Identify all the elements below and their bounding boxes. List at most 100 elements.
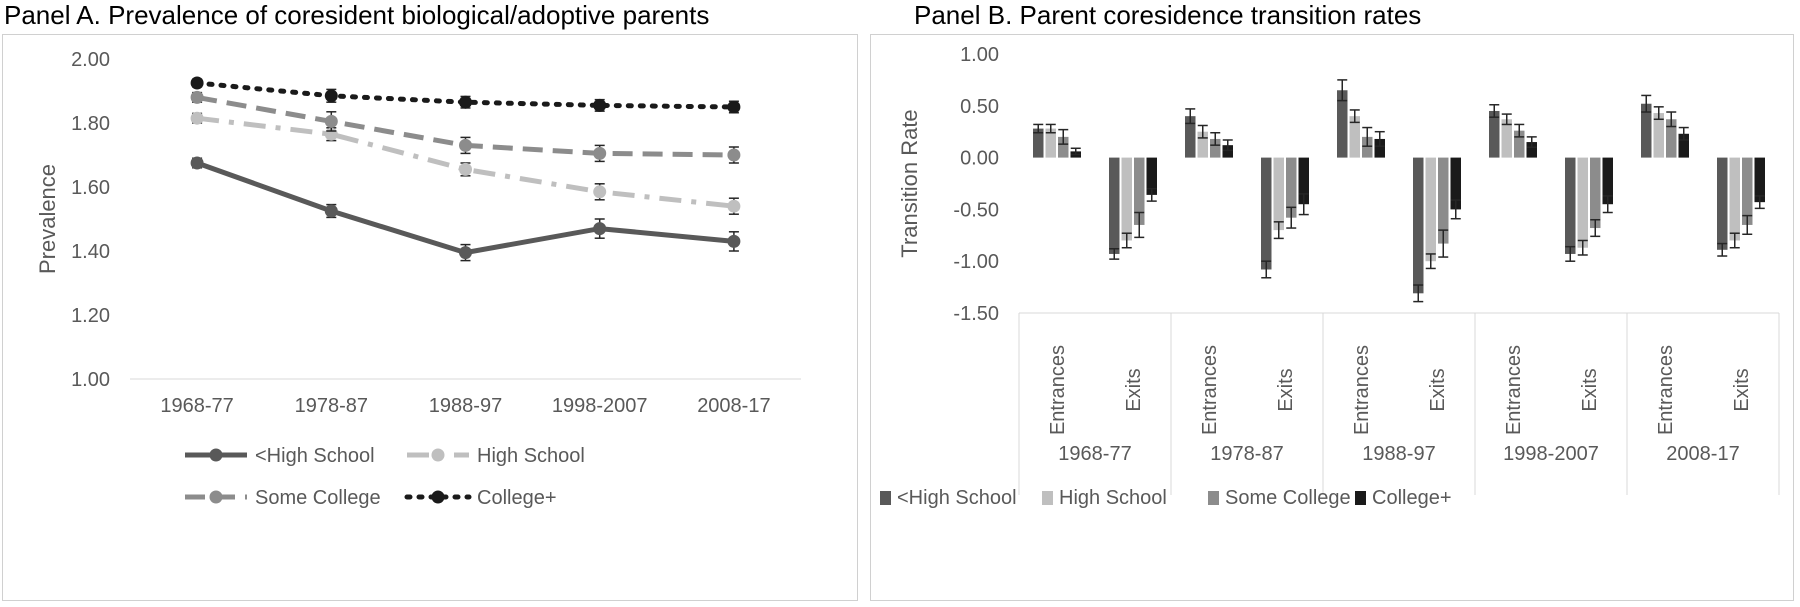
subcategory-label: Exits xyxy=(1427,368,1449,411)
bar xyxy=(1565,157,1576,254)
data-point xyxy=(593,222,607,236)
legend-swatch xyxy=(1042,491,1053,505)
bar xyxy=(1678,133,1689,158)
y-tick-label: 2.00 xyxy=(71,49,110,71)
legend-swatch-marker xyxy=(209,490,223,504)
bar xyxy=(1185,116,1196,158)
y-tick-label: -1.00 xyxy=(953,251,999,273)
data-point xyxy=(459,138,472,152)
data-point xyxy=(727,148,741,162)
legend-swatch-marker xyxy=(209,448,223,462)
data-point xyxy=(190,76,204,90)
legend-swatch xyxy=(1355,491,1366,505)
data-point xyxy=(593,146,607,160)
data-point xyxy=(324,89,338,103)
bar xyxy=(1109,157,1120,254)
y-tick-label: -1.50 xyxy=(953,303,999,325)
data-point xyxy=(593,98,607,112)
subcategory-label: Exits xyxy=(1579,368,1601,411)
legend-label: <High School xyxy=(897,487,1017,509)
subcategory-label: Entrances xyxy=(1047,345,1069,435)
bar xyxy=(1286,157,1297,218)
bar xyxy=(1146,157,1157,195)
bar xyxy=(1362,136,1373,158)
data-point xyxy=(459,246,472,260)
data-point xyxy=(190,156,204,170)
bar xyxy=(1641,103,1652,158)
period-label: 1968-77 xyxy=(1058,443,1131,465)
legend-swatch-marker xyxy=(431,490,445,504)
bar xyxy=(1222,145,1233,158)
y-tick-label: 0.00 xyxy=(960,148,999,170)
panel-a-line-chart: 1.00 1.20 1.40 1.60 1.80 2.00 Prevalence 1968-7… xyxy=(35,49,801,509)
bar xyxy=(1261,157,1272,270)
bar xyxy=(1413,157,1424,294)
panel-b-bar-chart: -1.50 -1.00 -0.50 0.00 0.50 1.00 Transition Ra… xyxy=(880,44,1780,509)
subcategory-label: Exits xyxy=(1275,368,1297,411)
data-point xyxy=(593,185,607,199)
data-point xyxy=(727,234,741,248)
subcategory-label: Entrances xyxy=(1503,345,1525,435)
legend-label: College+ xyxy=(1372,487,1452,509)
y-tick-label: 1.80 xyxy=(71,113,110,135)
x-tick-label: 1988-97 xyxy=(429,395,502,417)
bar xyxy=(1501,119,1512,158)
period-label: 1998-2007 xyxy=(1503,443,1599,465)
x-tick-label: 1978-87 xyxy=(295,395,368,417)
y-tick-label: -0.50 xyxy=(953,199,999,221)
bar xyxy=(1577,157,1588,248)
bar xyxy=(1526,142,1537,158)
y-tick-label: 1.40 xyxy=(71,241,110,263)
legend-label: Some College xyxy=(255,487,381,509)
panel-b-chart-frame: -1.50 -1.00 -0.50 0.00 0.50 1.00 Transition Ra… xyxy=(870,34,1794,601)
bar xyxy=(1210,138,1221,158)
legend-label: <High School xyxy=(255,445,375,467)
bar xyxy=(1754,157,1765,203)
bar xyxy=(1045,128,1056,158)
bar xyxy=(1298,157,1309,205)
bar xyxy=(1425,157,1436,262)
bar xyxy=(1374,138,1385,158)
x-tick-label: 2008-17 xyxy=(697,395,770,417)
y-tick-label: 1.20 xyxy=(71,305,110,327)
panel-a-chart-frame: 1.00 1.20 1.40 1.60 1.80 2.00 Prevalence 1968-7… xyxy=(2,34,858,601)
data-point xyxy=(190,90,204,104)
x-tick-label: 1998-2007 xyxy=(552,395,648,417)
bar xyxy=(1033,128,1044,158)
bar xyxy=(1602,157,1613,205)
bar xyxy=(1653,113,1664,158)
period-label: 1988-97 xyxy=(1362,443,1435,465)
data-point xyxy=(190,111,204,125)
bar xyxy=(1197,131,1208,158)
legend-label: High School xyxy=(1059,487,1167,509)
bar xyxy=(1058,136,1069,158)
legend-swatch xyxy=(880,491,891,505)
bar xyxy=(1121,157,1132,241)
bar xyxy=(1134,157,1145,225)
bar xyxy=(1666,119,1677,158)
data-point xyxy=(324,204,338,218)
bar xyxy=(1438,157,1449,244)
subcategory-label: Entrances xyxy=(1199,345,1221,435)
x-tick-label: 1968-77 xyxy=(160,395,233,417)
bar xyxy=(1590,157,1601,229)
period-label: 2008-17 xyxy=(1666,443,1739,465)
bar xyxy=(1742,157,1753,225)
bar xyxy=(1729,157,1740,241)
bar xyxy=(1349,116,1360,158)
bar xyxy=(1273,157,1284,231)
subcategory-label: Entrances xyxy=(1351,345,1373,435)
bar xyxy=(1717,157,1728,250)
subcategory-label: Entrances xyxy=(1655,345,1677,435)
bar xyxy=(1337,90,1348,158)
data-point xyxy=(459,95,472,109)
y-tick-label: 1.00 xyxy=(71,369,110,391)
panel-b-title: Panel B. Parent coresidence transition r… xyxy=(914,0,1422,30)
legend-label: College+ xyxy=(477,487,557,509)
bar xyxy=(1450,157,1461,210)
y-axis-title: Transition Rate xyxy=(897,109,922,257)
legend-label: Some College xyxy=(1225,487,1351,509)
period-label: 1978-87 xyxy=(1210,443,1283,465)
y-tick-label: 1.60 xyxy=(71,177,110,199)
legend-swatch-marker xyxy=(431,448,445,462)
